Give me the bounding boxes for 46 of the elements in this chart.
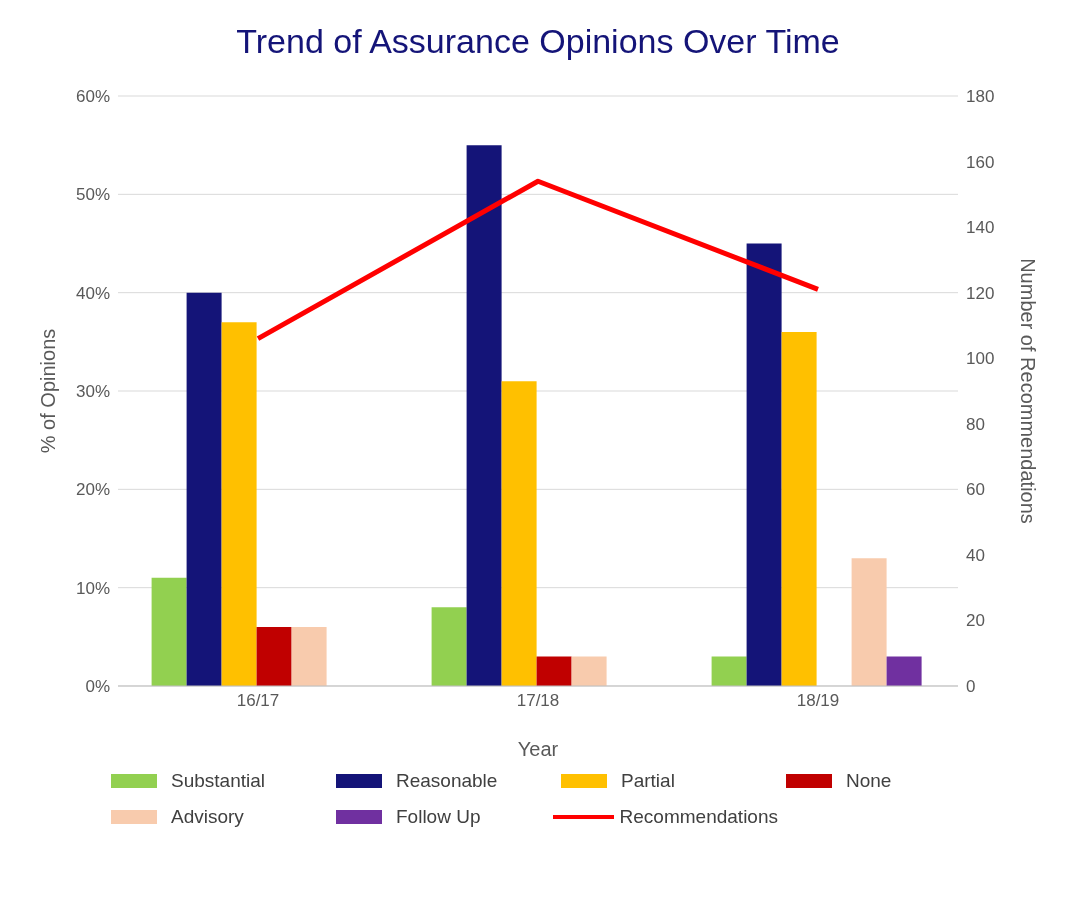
legend-label: Recommendations	[619, 806, 778, 828]
y2-tick-label: 0	[966, 677, 976, 697]
bar	[221, 322, 257, 686]
y2-tick-label: 140	[966, 218, 995, 238]
y2-tick-label: 120	[966, 283, 995, 303]
legend-label: Partial	[621, 770, 675, 792]
bar	[466, 145, 502, 686]
y2-tick-label: 80	[966, 414, 985, 434]
x-tick-label: 17/18	[516, 691, 560, 711]
y-tick-label: 60%	[75, 87, 110, 107]
chart-title: Trend of Assurance Opinions Over Time	[235, 21, 841, 62]
y-tick-label: 50%	[75, 185, 110, 205]
y-axis-title: % of Opinions	[37, 328, 60, 454]
y2-axis-title: Number of Recommendations	[1016, 258, 1039, 524]
legend-label: None	[846, 770, 892, 792]
bar	[851, 558, 887, 686]
x-tick-label: 18/19	[796, 691, 840, 711]
y-tick-label: 0%	[85, 677, 110, 697]
bar	[536, 656, 572, 686]
x-axis-title: Year	[517, 738, 559, 760]
y2-tick-label: 180	[966, 87, 995, 107]
bar	[501, 381, 537, 686]
y2-tick-label: 100	[966, 349, 995, 369]
bar	[571, 656, 607, 686]
y-tick-label: 10%	[75, 578, 110, 598]
x-tick-label: 16/17	[236, 691, 280, 711]
y-tick-label: 30%	[75, 382, 110, 402]
y2-tick-label: 20	[966, 611, 985, 631]
bar	[431, 607, 467, 686]
legend-label: Follow Up	[396, 806, 481, 828]
y2-tick-label: 40	[966, 545, 985, 565]
y2-tick-label: 60	[966, 480, 985, 500]
bar	[886, 656, 922, 686]
y-tick-label: 20%	[75, 480, 110, 500]
y2-tick-label: 160	[966, 152, 995, 172]
bar	[291, 627, 327, 686]
bar	[746, 243, 782, 686]
legend-label: Advisory	[171, 806, 244, 828]
y-tick-label: 40%	[75, 283, 110, 303]
legend-label: Reasonable	[396, 770, 498, 792]
bar	[186, 292, 222, 686]
legend-label: Substantial	[171, 770, 266, 792]
bar	[711, 656, 747, 686]
bar	[781, 332, 817, 686]
bar	[151, 577, 187, 686]
bar	[256, 627, 292, 686]
